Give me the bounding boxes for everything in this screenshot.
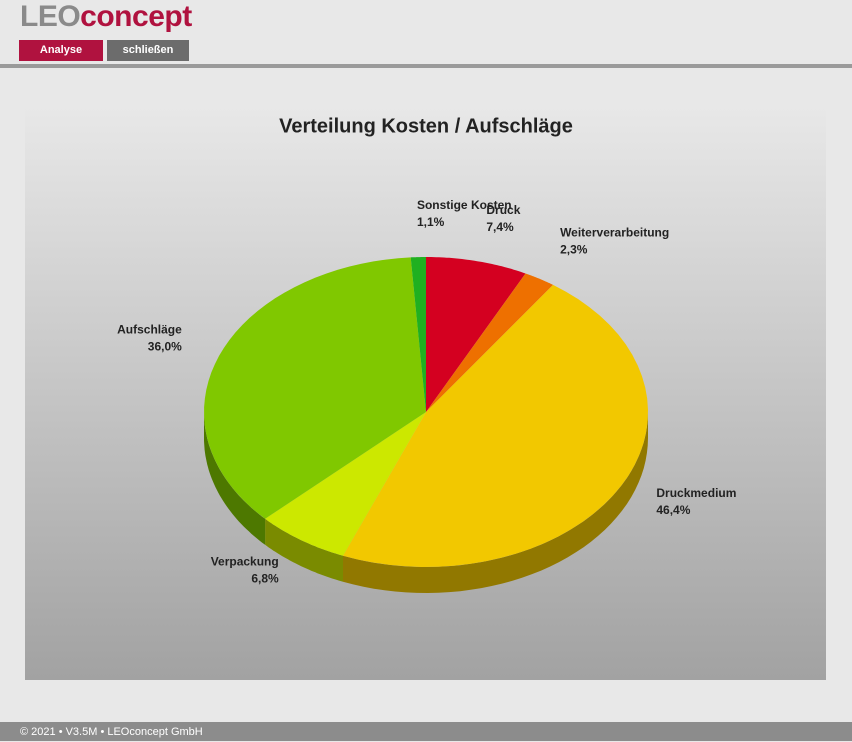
slice-value-label: 2,3% — [560, 242, 588, 256]
slice — [343, 284, 648, 567]
slice-label: Druckmedium — [656, 486, 736, 500]
slice-side — [204, 412, 266, 545]
slice-side — [265, 518, 343, 582]
slice-label: Aufschläge — [117, 322, 182, 336]
logo-left: LEO — [20, 0, 81, 33]
slice-label: Weiterverarbeitung — [560, 225, 669, 239]
slice-value-label: 46,4% — [656, 503, 690, 517]
slice-value-label: 7,4% — [486, 220, 514, 234]
slice-side — [343, 412, 648, 593]
slice-label: Verpackung — [211, 554, 279, 568]
slice-label: Sonstige Kosten — [417, 198, 512, 212]
slice-label: Druck — [486, 203, 520, 217]
footer: © 2021 • V3.5M • LEOconcept GmbH — [0, 722, 852, 741]
slice — [410, 257, 426, 412]
header-rule — [0, 64, 852, 68]
analyse-button[interactable]: Analyse — [19, 40, 103, 61]
slice — [426, 257, 526, 412]
slice-value-label: 1,1% — [417, 215, 445, 229]
slice — [265, 412, 426, 556]
close-button[interactable]: schließen — [107, 40, 189, 61]
slice-value-label: 36,0% — [148, 339, 182, 353]
slice — [204, 257, 426, 519]
slice-value-label: 6,8% — [251, 571, 279, 585]
slice — [426, 273, 554, 412]
logo-right: concept — [80, 0, 192, 33]
chart-title: Verteilung Kosten / Aufschläge — [279, 115, 573, 137]
logo: LEOconcept — [20, 0, 192, 34]
